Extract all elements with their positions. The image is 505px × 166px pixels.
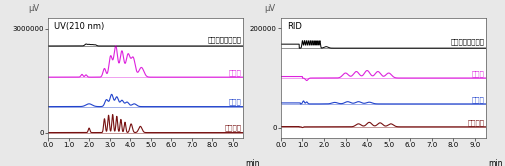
Text: ココナッツオイル: ココナッツオイル xyxy=(450,39,484,45)
Text: こめ油: こめ油 xyxy=(471,70,484,77)
Text: なたね油: なたね油 xyxy=(224,125,241,131)
Text: こめ油: こめ油 xyxy=(229,69,241,76)
Text: バター: バター xyxy=(229,99,241,105)
Text: μV: μV xyxy=(264,4,275,13)
Text: min: min xyxy=(244,159,259,166)
Text: μV: μV xyxy=(28,4,39,13)
Text: バター: バター xyxy=(471,96,484,103)
Text: ココナッツオイル: ココナッツオイル xyxy=(208,36,241,43)
Text: UV(210 nm): UV(210 nm) xyxy=(54,22,104,31)
Text: RID: RID xyxy=(286,22,301,31)
Text: なたね油: なたね油 xyxy=(467,119,484,126)
Text: min: min xyxy=(487,159,501,166)
